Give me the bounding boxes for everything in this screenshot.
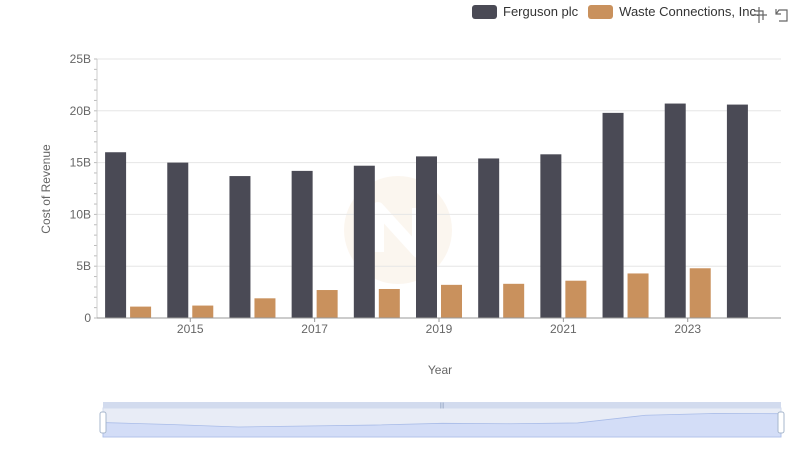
bar-waste-connections-2020[interactable] [503,283,525,318]
bar-ferguson-2019[interactable] [416,156,437,318]
axis-layer: 0 5B 10B 15B 20B 25B 2015 2017 2019 2021 2023 [70,52,781,336]
y-axis-title: Cost of Revenue [39,144,53,234]
bar-ferguson-2018[interactable] [353,165,375,318]
bar-waste-connections-2017[interactable] [316,290,338,318]
y-tick-label: 25B [70,52,91,66]
bar-ferguson-2014[interactable] [105,152,127,318]
y-tick-label: 15B [70,156,91,170]
bar-waste-connections-2019[interactable] [441,284,462,318]
legend-item-waste-connections[interactable]: Waste Connections, Inc. [588,4,760,19]
bar-waste-connections-2014[interactable] [130,306,152,318]
data-zoom-handle-right[interactable] [777,411,785,434]
y-tick-label: 20B [70,104,91,118]
bar-ferguson-2023[interactable] [664,103,686,318]
x-tick-label: 2021 [550,322,577,336]
bar-ferguson-2022[interactable] [602,112,624,318]
toolbox [746,6,790,24]
y-tick-label: 10B [70,207,91,221]
x-tick-label: 2015 [177,322,204,336]
data-zoom-slider[interactable]: ||| [99,402,785,438]
legend-label-waste-connections: Waste Connections, Inc. [619,4,760,19]
legend: Ferguson plc Waste Connections, Inc. [472,4,770,19]
legend-swatch-waste-connections [588,4,614,19]
bar-waste-connections-2016[interactable] [254,298,276,318]
zoom-select-icon[interactable] [750,6,768,24]
y-tick-label: 0 [84,311,91,325]
bar-ferguson-2024[interactable] [726,104,748,318]
zoom-reset-icon[interactable] [772,6,790,24]
legend-swatch-ferguson [472,4,497,19]
bar-waste-connections-2015[interactable] [192,305,214,318]
data-zoom-grip-icon[interactable]: ||| [440,403,445,409]
bar-ferguson-2021[interactable] [540,154,562,318]
y-tick-label: 5B [76,259,91,273]
legend-label-ferguson: Ferguson plc [503,4,579,19]
bars-layer [105,103,748,318]
bar-ferguson-2016[interactable] [229,176,251,318]
bar-ferguson-2015[interactable] [167,162,189,318]
data-zoom-handle-left[interactable] [99,411,107,434]
bar-waste-connections-2021[interactable] [565,280,587,318]
bar-waste-connections-2018[interactable] [378,288,400,318]
bar-ferguson-2017[interactable] [291,170,313,318]
bar-waste-connections-2022[interactable] [627,273,649,318]
data-zoom-top-bar[interactable] [103,402,781,408]
x-tick-label: 2019 [426,322,453,336]
legend-item-ferguson[interactable]: Ferguson plc [472,4,578,19]
bar-ferguson-2020[interactable] [478,158,500,318]
x-tick-label: 2017 [301,322,328,336]
bar-waste-connections-2023[interactable] [689,268,711,318]
x-axis-title: Year [428,363,452,377]
x-tick-label: 2023 [674,322,701,336]
